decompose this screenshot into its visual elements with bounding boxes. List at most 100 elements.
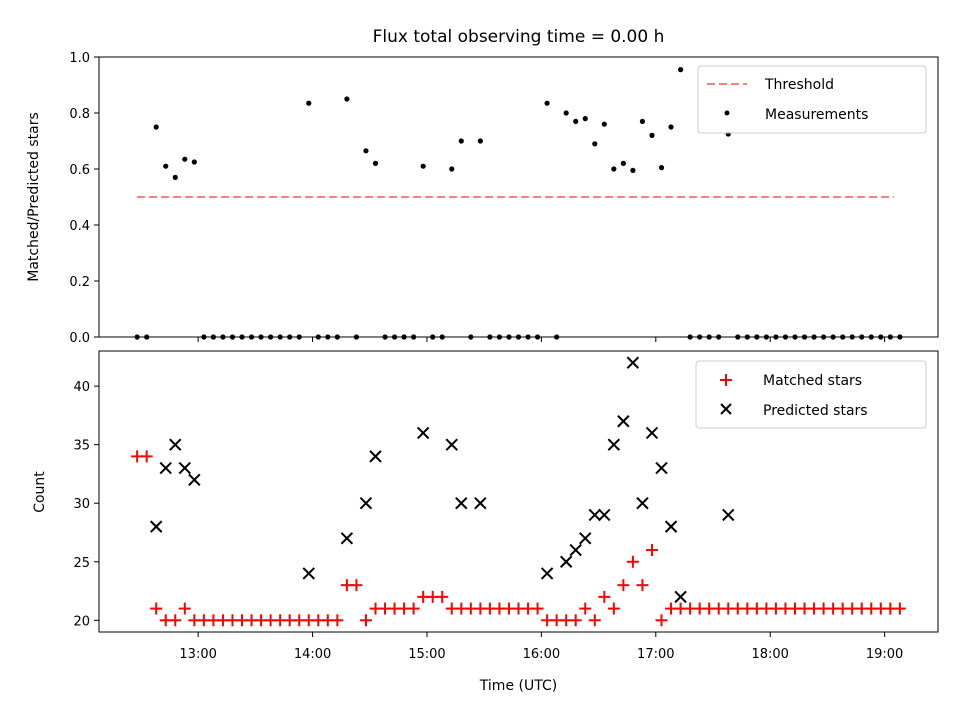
predicted-point-stroke — [188, 473, 201, 486]
matched-point — [617, 579, 630, 592]
matched-point — [359, 614, 372, 627]
ratio-y-tick-label: 0.4 — [69, 219, 90, 234]
predicted-point-stroke — [559, 555, 573, 568]
predicted-point — [340, 532, 354, 545]
predicted-point — [664, 520, 678, 533]
matched-point — [150, 602, 163, 615]
legend-matched-swatch — [720, 374, 732, 386]
predicted-point-stroke — [416, 426, 430, 440]
count-y-tick-label: 20 — [73, 614, 90, 629]
legend-predicted-label: Predicted stars — [763, 403, 868, 419]
measurement-point — [163, 163, 169, 169]
measurement-point — [458, 138, 464, 144]
predicted-point-stroke — [598, 508, 611, 522]
measurement-point — [677, 67, 684, 73]
measurement-point — [191, 159, 197, 165]
count-x-tick-label: 14:00 — [294, 647, 331, 662]
count-y-tick-label: 25 — [73, 556, 90, 571]
matched-point — [331, 614, 344, 627]
matched-point — [645, 544, 658, 557]
matched-point — [178, 602, 191, 615]
count-x-tick-label: 15:00 — [408, 647, 445, 662]
predicted-point-stroke — [178, 461, 192, 475]
measurement-point — [172, 174, 178, 180]
matched-point — [655, 614, 668, 627]
legend-matched-label: Matched stars — [763, 373, 862, 389]
measurement-point — [668, 124, 674, 130]
predicted-point-stroke — [359, 497, 373, 510]
count-y-tick-label: 35 — [73, 439, 90, 454]
measurement-point — [420, 163, 426, 169]
matched-point — [636, 579, 649, 592]
ratio-y-tick-label: 1.0 — [69, 51, 90, 66]
matched-point — [579, 602, 592, 615]
matched-point — [588, 614, 601, 627]
measurement-point — [649, 132, 655, 138]
predicted-point — [302, 567, 315, 580]
matched-point — [626, 555, 639, 568]
ratio-panel: 0.0 0.2 0.4 0.6 0.8 1.0 Matched/Predicted sta… — [26, 51, 939, 346]
predicted-point-stroke — [607, 438, 621, 451]
predicted-point — [655, 461, 668, 475]
measurement-point — [344, 96, 350, 102]
ratio-y-tick-label: 0.2 — [69, 275, 90, 290]
matched-point — [436, 590, 449, 603]
count-y-tick-label: 30 — [73, 497, 90, 512]
count-x-tick-label: 17:00 — [637, 647, 674, 662]
count-axes-frame — [98, 350, 939, 633]
predicted-point-stroke — [149, 520, 163, 533]
matched-point — [531, 602, 544, 615]
predicted-point-stroke — [569, 543, 582, 557]
ratio-ticks: 0.0 0.2 0.4 0.6 0.8 1.0 — [69, 51, 886, 346]
predicted-point — [579, 532, 592, 545]
predicted-point — [178, 461, 192, 475]
ratio-y-tick-label: 0.6 — [69, 163, 90, 178]
chart-title: Flux total observing time = 0.00 h — [373, 27, 665, 47]
measurement-point — [639, 118, 646, 124]
predicted-point-stroke — [340, 532, 354, 545]
matched-point — [569, 614, 582, 627]
measurement-point — [182, 156, 188, 162]
measurement-point — [630, 167, 636, 173]
legend-measurement-swatch — [724, 110, 730, 116]
predicted-point-stroke — [626, 356, 640, 369]
predicted-point — [416, 426, 430, 440]
ratio-legend: Threshold Measurements — [697, 65, 927, 134]
predicted-point-stroke — [636, 497, 649, 510]
predicted-point — [636, 497, 649, 510]
predicted-point — [722, 508, 735, 522]
measurement-point — [477, 138, 483, 144]
predicted-point-stroke — [302, 567, 315, 580]
predicted-point — [645, 426, 659, 440]
predicted-point — [369, 450, 382, 463]
predicted-point-stroke — [169, 438, 182, 451]
legend-threshold-label: Threshold — [764, 77, 834, 93]
measurement-point — [544, 100, 550, 106]
predicted-point-stroke — [579, 532, 592, 545]
predicted-point-stroke — [617, 415, 630, 428]
predicted-point — [674, 590, 687, 604]
predicted-point — [617, 415, 630, 428]
count-y-tick-label: 40 — [73, 380, 90, 395]
measurement-point — [601, 121, 607, 127]
predicted-point-stroke — [540, 567, 554, 580]
measurement-point — [592, 141, 598, 147]
ratio-legend-box — [697, 65, 927, 134]
measurement-point — [563, 110, 569, 116]
predicted-point — [569, 543, 582, 557]
x-axis-label: Time (UTC) — [479, 678, 557, 694]
predicted-point-stroke — [588, 508, 601, 522]
measurement-point — [363, 148, 369, 154]
measurement-point — [658, 165, 665, 171]
predicted-point-stroke — [445, 438, 458, 451]
predicted-point — [559, 555, 573, 568]
predicted-point — [169, 438, 182, 451]
count-y-axis-label: Count — [32, 471, 48, 513]
count-ticks: 20 25 30 35 40 13:00 14:00 15:00 16:00 17:00 18:00… — [73, 380, 903, 662]
matched-point — [350, 579, 363, 592]
count-x-tick-label: 18:00 — [751, 647, 788, 662]
count-x-tick-label: 16:00 — [523, 647, 560, 662]
measurement-point — [611, 166, 617, 172]
predicted-point-stroke — [674, 590, 687, 604]
predicted-point — [607, 438, 621, 451]
